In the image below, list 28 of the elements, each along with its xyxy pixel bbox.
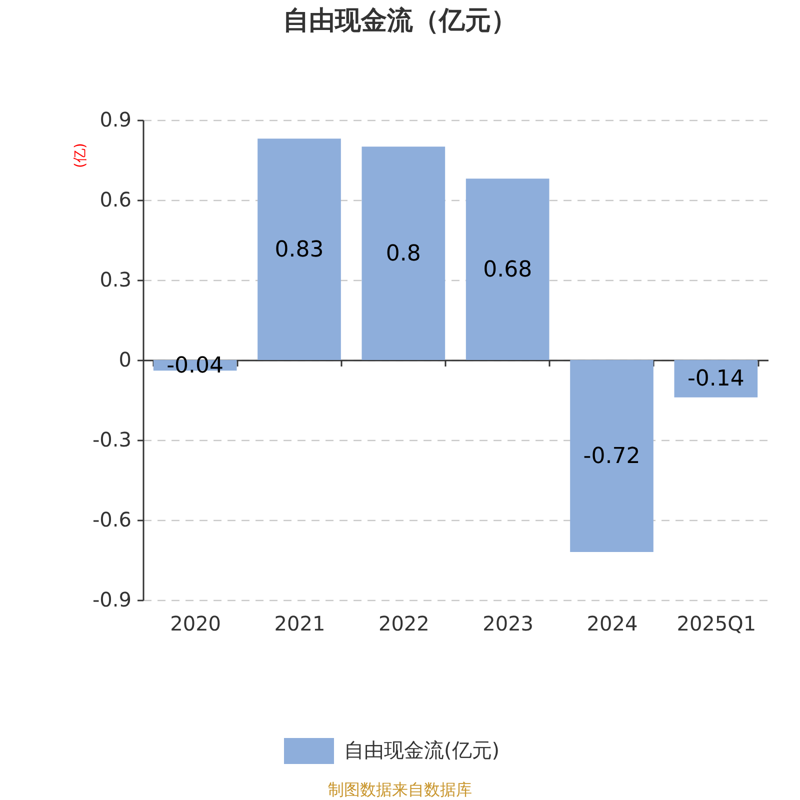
data-label: 0.83 <box>274 237 324 262</box>
y-tick-label: 0.9 <box>100 108 132 132</box>
y-tick-label: 0.6 <box>100 188 132 212</box>
y-tick-label: 0.3 <box>100 268 132 292</box>
x-tick-label: 2024 <box>586 612 638 636</box>
data-label: -0.72 <box>583 444 640 469</box>
x-tick-label: 2022 <box>378 612 430 636</box>
x-tick-label: 2021 <box>274 612 326 636</box>
data-label: 0.68 <box>483 257 532 282</box>
x-tick-label: 2023 <box>482 612 534 636</box>
bar <box>362 146 446 360</box>
legend-label: 自由现金流(亿元) <box>344 738 500 762</box>
data-label: -0.14 <box>687 366 744 392</box>
y-tick-label: 0 <box>118 348 132 372</box>
x-tick-label: 2020 <box>170 612 222 636</box>
y-tick-label: -0.9 <box>92 588 132 612</box>
bar <box>466 178 550 360</box>
bar <box>674 360 758 398</box>
text: 制图数据来自数据库 <box>328 780 472 799</box>
data-label: -0.04 <box>166 353 224 378</box>
bar <box>258 138 341 360</box>
bar <box>570 360 654 552</box>
y-tick-label: -0.3 <box>92 428 132 452</box>
x-tick-label: 2025Q1 <box>676 612 756 636</box>
y-tick-label: -0.6 <box>92 508 132 532</box>
data-label: 0.8 <box>386 241 421 266</box>
y-axis-title: (亿) <box>72 143 88 168</box>
chart-title: 自由现金流（亿元） <box>283 6 517 36</box>
